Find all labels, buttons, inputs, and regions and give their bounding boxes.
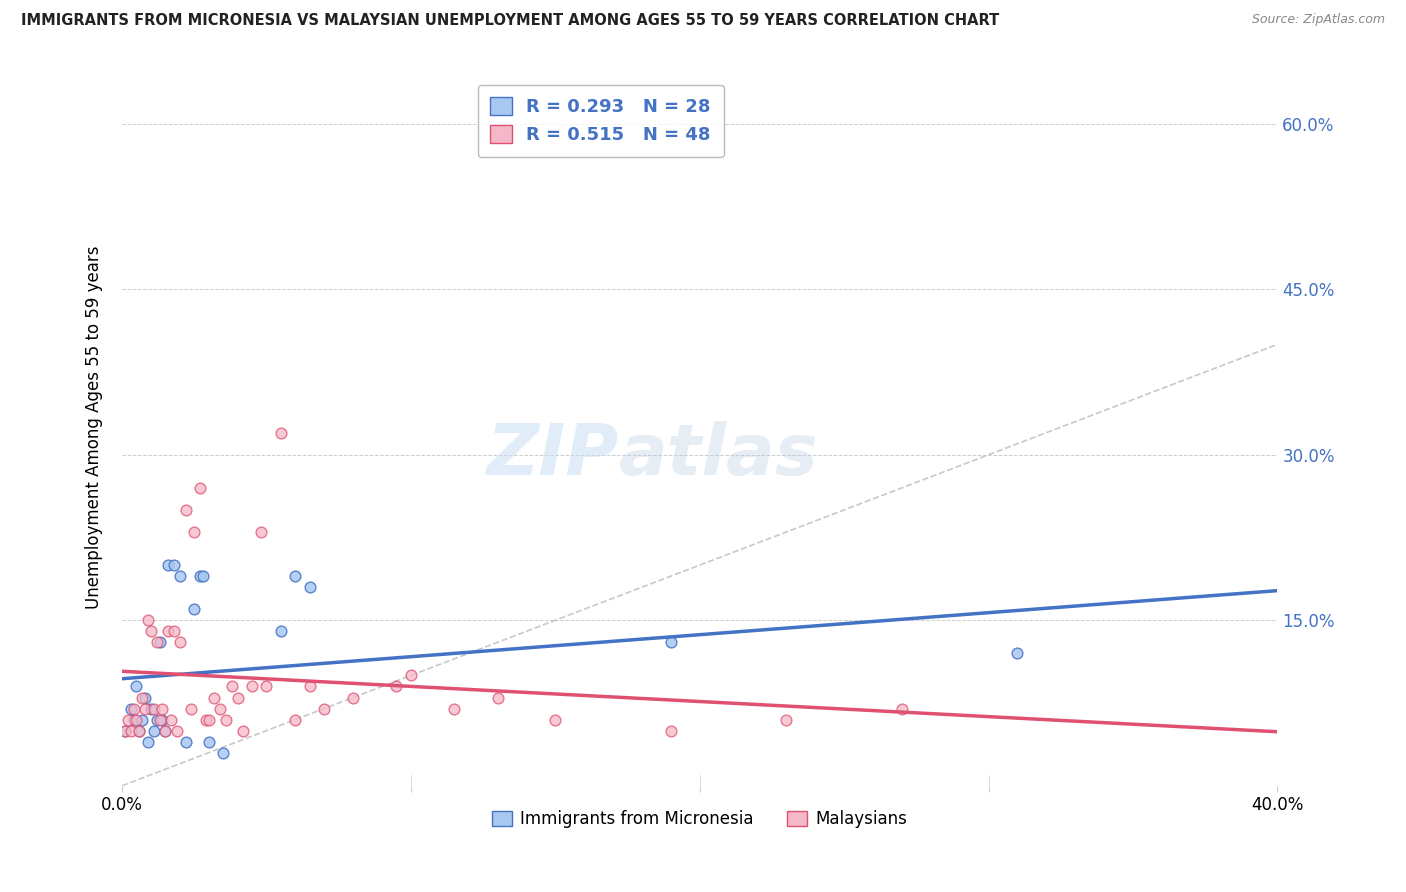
Point xyxy=(194,713,217,727)
Point xyxy=(163,624,186,639)
Text: Source: ZipAtlas.com: Source: ZipAtlas.com xyxy=(1251,13,1385,27)
Point xyxy=(342,690,364,705)
Point xyxy=(149,635,172,649)
Point xyxy=(114,723,136,738)
Point xyxy=(160,713,183,727)
Point xyxy=(142,723,165,738)
Point xyxy=(169,569,191,583)
Point xyxy=(1007,646,1029,660)
Point xyxy=(270,624,292,639)
Point xyxy=(134,690,156,705)
Point xyxy=(197,734,219,748)
Point xyxy=(232,723,254,738)
Point xyxy=(226,690,249,705)
Point xyxy=(180,701,202,715)
Point xyxy=(197,713,219,727)
Point xyxy=(314,701,336,715)
Point xyxy=(486,690,509,705)
Point xyxy=(385,680,408,694)
Point xyxy=(659,635,682,649)
Point xyxy=(149,713,172,727)
Point xyxy=(139,701,162,715)
Point xyxy=(152,701,174,715)
Point xyxy=(122,701,145,715)
Point xyxy=(188,569,211,583)
Point xyxy=(157,624,180,639)
Text: ZIP: ZIP xyxy=(486,421,619,491)
Point xyxy=(155,723,177,738)
Point xyxy=(139,624,162,639)
Point xyxy=(163,558,186,573)
Point xyxy=(120,723,142,738)
Point xyxy=(166,723,188,738)
Point xyxy=(775,713,797,727)
Point xyxy=(117,713,139,727)
Point xyxy=(890,701,912,715)
Point xyxy=(204,690,226,705)
Point xyxy=(114,723,136,738)
Point xyxy=(544,713,567,727)
Point xyxy=(136,613,159,627)
Point xyxy=(183,524,205,539)
Point xyxy=(128,723,150,738)
Point xyxy=(188,481,211,495)
Point xyxy=(443,701,465,715)
Point xyxy=(399,668,422,682)
Point xyxy=(249,524,271,539)
Point xyxy=(174,503,197,517)
Point xyxy=(659,723,682,738)
Point xyxy=(136,734,159,748)
Point xyxy=(191,569,214,583)
Point xyxy=(183,602,205,616)
Point xyxy=(174,734,197,748)
Point xyxy=(142,701,165,715)
Text: IMMIGRANTS FROM MICRONESIA VS MALAYSIAN UNEMPLOYMENT AMONG AGES 55 TO 59 YEARS C: IMMIGRANTS FROM MICRONESIA VS MALAYSIAN … xyxy=(21,13,1000,29)
Point xyxy=(125,713,148,727)
Point xyxy=(152,713,174,727)
Point xyxy=(209,701,232,715)
Point xyxy=(270,425,292,440)
Point xyxy=(157,558,180,573)
Point xyxy=(134,701,156,715)
Point xyxy=(128,723,150,738)
Point xyxy=(125,680,148,694)
Point xyxy=(155,723,177,738)
Point xyxy=(212,746,235,760)
Text: atlas: atlas xyxy=(619,421,818,491)
Point xyxy=(284,713,307,727)
Point xyxy=(145,635,167,649)
Point xyxy=(145,713,167,727)
Point xyxy=(256,680,278,694)
Point xyxy=(298,680,321,694)
Y-axis label: Unemployment Among Ages 55 to 59 years: Unemployment Among Ages 55 to 59 years xyxy=(86,245,103,609)
Point xyxy=(284,569,307,583)
Point xyxy=(131,690,153,705)
Point xyxy=(221,680,243,694)
Point xyxy=(298,580,321,594)
Point xyxy=(240,680,263,694)
Point xyxy=(169,635,191,649)
Point xyxy=(131,713,153,727)
Point xyxy=(122,713,145,727)
Point xyxy=(215,713,238,727)
Legend: Immigrants from Micronesia, Malaysians: Immigrants from Micronesia, Malaysians xyxy=(485,804,914,835)
Point xyxy=(120,701,142,715)
